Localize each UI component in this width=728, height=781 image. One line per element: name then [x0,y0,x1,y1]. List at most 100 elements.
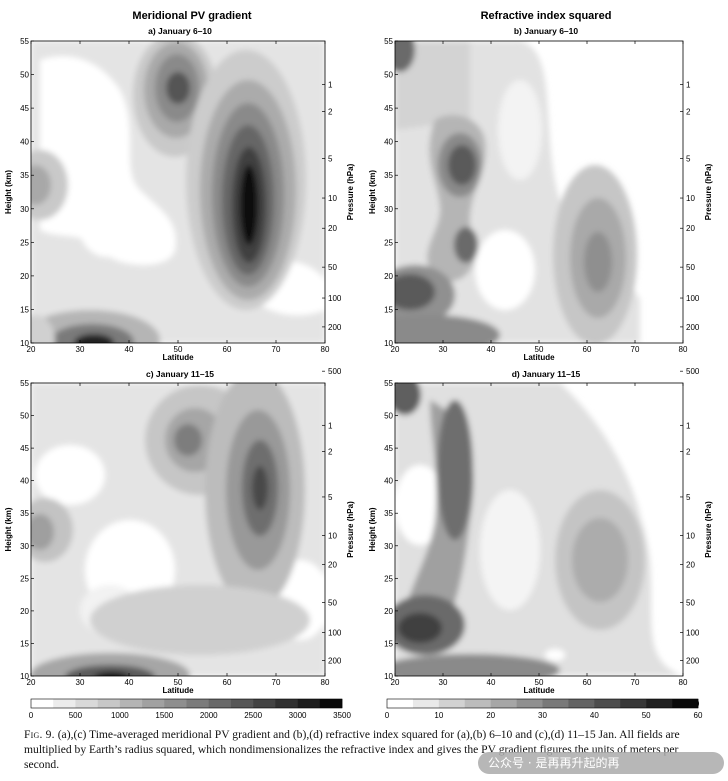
colorbar-pv-swatch [253,699,276,708]
y-tick-label: 20 [20,272,29,281]
pressure-tick-label: 5 [686,154,691,163]
y-tick-label: 30 [384,205,393,214]
column-title-pv: Meridional PV gradient [132,10,252,22]
y-tick-label: 20 [384,272,393,281]
colorbar-pv-swatch [119,699,143,708]
pressure-tick-label: 50 [686,263,695,272]
x-tick-label: 30 [439,678,448,687]
colorbar-ri-tick-label: 40 [590,711,599,720]
y-tick-label: 10 [384,339,393,348]
panel-d-plot [395,383,683,676]
x-tick-label: 40 [125,678,134,687]
colorbar-pv-swatch [208,699,232,708]
pressure-tick-label: 2 [328,447,333,456]
y-tick-label: 10 [20,339,29,348]
pressure-tick-label: 10 [686,194,695,203]
x-tick-label: 20 [391,345,400,354]
x-tick-label: 40 [487,345,496,354]
colorbar-pv-tick-label: 2000 [200,711,218,720]
x-axis-label: Latitude [523,686,555,695]
x-tick-label: 50 [174,345,183,354]
y-tick-label: 30 [20,205,29,214]
panel-a-plot [31,41,325,343]
colorbar-ri-tick-label: 50 [642,711,651,720]
x-tick-label: 50 [535,678,544,687]
colorbar-ri-swatch [464,699,491,708]
y-tick-label: 35 [20,171,29,180]
x-tick-label: 50 [535,345,544,354]
panel-b-plot [395,41,683,343]
colorbar-pv-swatch [142,699,165,708]
panel-c-axes: 20 30 40 50 60 70 80Latitude101520253035404550… [4,379,355,708]
pressure-tick-label: 10 [686,531,695,540]
y-tick-label: 55 [20,379,29,388]
pressure-tick-label: 500 [686,367,700,376]
colorbar-refractive-index: 0 10 20 30 40 50 60 [385,698,703,720]
colorbar-ri-swatch [438,699,466,708]
pressure-tick-label: 20 [686,561,695,570]
pressure-tick-label: 1 [328,81,333,90]
y-axis-label-pressure: Pressure (hPa) [704,501,713,558]
colorbar-pv-swatch [186,699,210,708]
pressure-tick-label: 20 [328,561,337,570]
panel-c-plot [31,383,325,676]
y-tick-label: 45 [20,104,29,113]
pressure-tick-label: 20 [328,224,337,233]
colorbar-ri-swatch [542,699,569,708]
panel-b-label: b) January 6–10 [514,26,579,36]
pressure-tick-label: 50 [328,598,337,607]
y-tick-label: 25 [20,574,29,583]
pressure-tick-label: 100 [328,294,342,303]
x-tick-label: 60 [583,678,592,687]
colorbar-ri-tick-label: 10 [434,711,443,720]
watermark-badge: 公众号 · 是再再升起的再 [478,752,724,774]
colorbar-ri-swatch [646,699,673,708]
pressure-tick-label: 20 [686,224,695,233]
x-tick-label: 20 [27,345,36,354]
panel-d-label: d) January 11–15 [512,369,581,379]
x-tick-label: 60 [583,345,592,354]
panel-b-axes: 20 30 40 50 60 70 80Latitude101520253035404550… [368,37,713,376]
y-tick-label: 50 [20,412,29,421]
y-tick-label: 40 [384,138,393,147]
caption-figure-number: Fig. 9. [24,728,55,741]
pressure-tick-label: 200 [686,656,700,665]
x-tick-label: 70 [631,345,640,354]
y-tick-label: 55 [20,37,29,46]
y-tick-label: 40 [384,477,393,486]
pressure-tick-label: 500 [328,367,342,376]
pressure-tick-label: 10 [328,194,337,203]
colorbar-pv-swatch [164,699,187,708]
pressure-tick-label: 100 [686,294,700,303]
y-tick-label: 25 [384,238,393,247]
x-tick-label: 40 [125,345,134,354]
y-tick-label: 55 [384,379,393,388]
pressure-tick-label: 200 [328,323,342,332]
colorbar-ri-swatch [568,699,595,708]
y-tick-label: 40 [20,138,29,147]
y-tick-label: 50 [384,412,393,421]
pressure-tick-label: 2 [686,107,691,116]
x-tick-label: 40 [487,678,496,687]
y-tick-label: 30 [20,542,29,551]
y-tick-label: 45 [384,444,393,453]
watermark-text: 公众号 · 是再再升起的再 [488,756,620,770]
colorbar-pv-tick-label: 500 [69,711,83,720]
colorbar-ri-tick-label: 30 [538,711,547,720]
y-tick-label: 35 [20,509,29,518]
colorbar-ri-swatch [516,699,543,708]
x-tick-label: 70 [631,678,640,687]
x-tick-label: 60 [223,345,232,354]
panel-c-label: c) January 11–15 [146,369,214,379]
y-tick-label: 15 [384,639,393,648]
y-tick-label: 15 [20,639,29,648]
pressure-tick-label: 5 [686,493,691,502]
colorbar-ri-tick-label: 0 [385,711,390,720]
colorbar-ri-frame [386,698,699,709]
pressure-tick-label: 200 [328,656,342,665]
colorbar-ri-tick-label: 20 [486,711,495,720]
x-tick-label: 30 [76,345,85,354]
x-tick-label: 20 [27,678,36,687]
colorbar-ri-swatch [672,699,699,708]
